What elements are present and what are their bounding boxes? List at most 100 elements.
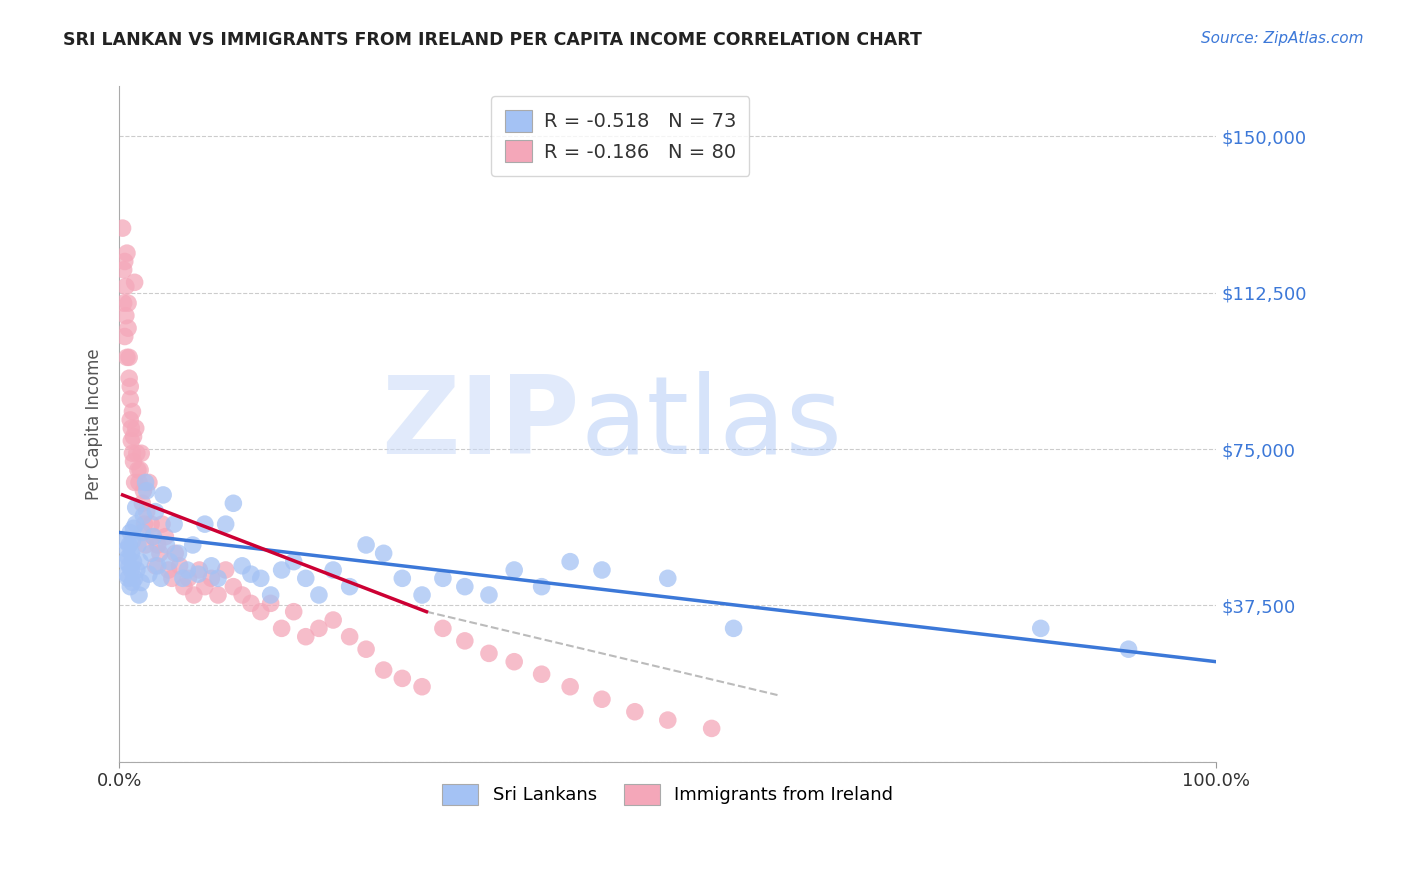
Legend: Sri Lankans, Immigrants from Ireland: Sri Lankans, Immigrants from Ireland	[433, 774, 903, 814]
Point	[177, 571, 200, 585]
Point	[155, 530, 177, 544]
Point	[231, 588, 253, 602]
Point	[194, 580, 217, 594]
Point	[215, 517, 238, 532]
Point	[145, 558, 167, 573]
Point	[114, 329, 136, 343]
Point	[530, 580, 553, 594]
Text: atlas: atlas	[581, 371, 842, 477]
Point	[117, 571, 139, 585]
Point	[135, 483, 157, 498]
Point	[411, 588, 433, 602]
Point	[322, 563, 344, 577]
Point	[121, 575, 143, 590]
Point	[432, 571, 454, 585]
Point	[124, 571, 146, 585]
Point	[125, 446, 148, 460]
Point	[138, 475, 160, 490]
Point	[149, 546, 172, 560]
Point	[249, 605, 271, 619]
Point	[181, 538, 204, 552]
Text: Source: ZipAtlas.com: Source: ZipAtlas.com	[1201, 31, 1364, 46]
Point	[530, 667, 553, 681]
Point	[120, 379, 142, 393]
Point	[373, 546, 395, 560]
Point	[121, 404, 143, 418]
Point	[308, 588, 330, 602]
Point	[120, 434, 142, 448]
Point	[183, 588, 205, 602]
Point	[391, 672, 413, 686]
Point	[260, 588, 283, 602]
Point	[239, 596, 262, 610]
Point	[145, 505, 167, 519]
Point	[260, 596, 283, 610]
Point	[560, 555, 582, 569]
Point	[591, 692, 613, 706]
Point	[124, 475, 146, 490]
Point	[129, 555, 152, 569]
Point	[155, 538, 177, 552]
Point	[1118, 642, 1140, 657]
Point	[560, 680, 582, 694]
Point	[115, 555, 138, 569]
Point	[149, 571, 172, 585]
Point	[138, 567, 160, 582]
Point	[283, 605, 305, 619]
Point	[125, 421, 148, 435]
Point	[128, 588, 150, 602]
Point	[322, 613, 344, 627]
Point	[122, 555, 145, 569]
Point	[150, 517, 173, 532]
Point	[1029, 621, 1052, 635]
Point	[188, 563, 211, 577]
Point	[115, 542, 138, 557]
Point	[657, 571, 679, 585]
Point	[125, 517, 148, 532]
Point	[700, 722, 723, 736]
Point	[118, 371, 141, 385]
Point	[129, 446, 152, 460]
Point	[129, 463, 152, 477]
Point	[169, 558, 191, 573]
Point	[122, 429, 145, 443]
Point	[115, 246, 138, 260]
Point	[454, 633, 477, 648]
Point	[163, 517, 186, 532]
Point	[591, 563, 613, 577]
Point	[122, 454, 145, 468]
Point	[142, 530, 165, 544]
Point	[146, 558, 169, 573]
Point	[391, 571, 413, 585]
Point	[373, 663, 395, 677]
Point	[167, 546, 190, 560]
Point	[207, 571, 229, 585]
Point	[121, 533, 143, 548]
Point	[200, 571, 222, 585]
Y-axis label: Per Capita Income: Per Capita Income	[86, 348, 103, 500]
Point	[139, 517, 162, 532]
Point	[118, 558, 141, 573]
Point	[127, 463, 149, 477]
Point	[135, 475, 157, 490]
Point	[152, 488, 174, 502]
Point	[132, 508, 155, 523]
Point	[624, 705, 647, 719]
Point	[135, 538, 157, 552]
Point	[125, 500, 148, 515]
Point	[114, 533, 136, 548]
Point	[115, 351, 138, 365]
Point	[115, 279, 138, 293]
Point	[131, 525, 153, 540]
Point	[131, 496, 153, 510]
Point	[115, 309, 138, 323]
Point	[159, 555, 181, 569]
Point	[432, 621, 454, 635]
Point	[127, 538, 149, 552]
Point	[176, 563, 198, 577]
Point	[118, 351, 141, 365]
Point	[222, 496, 245, 510]
Point	[121, 446, 143, 460]
Point	[118, 538, 141, 552]
Point	[283, 555, 305, 569]
